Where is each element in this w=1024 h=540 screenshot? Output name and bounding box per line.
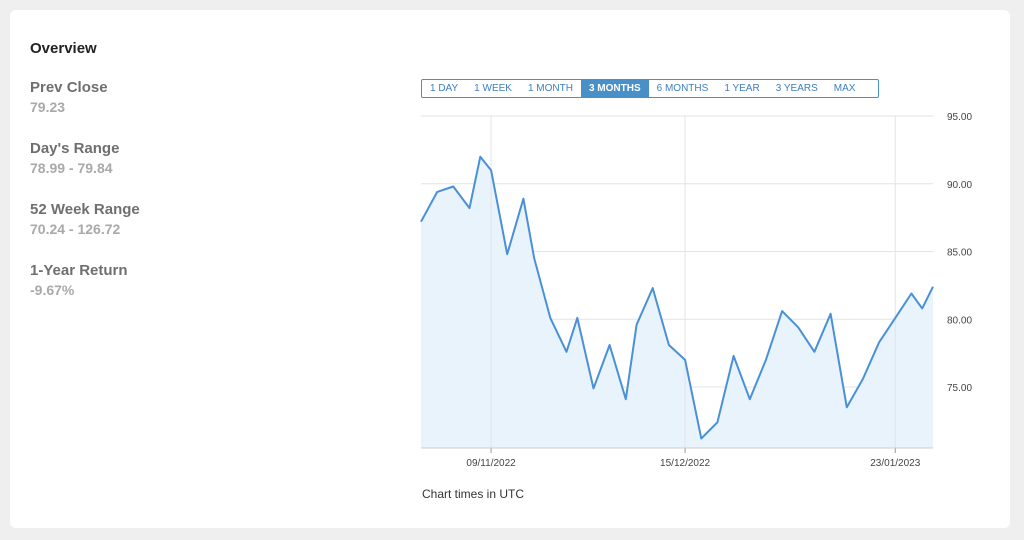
range-button-1-year[interactable]: 1 YEAR <box>724 83 760 94</box>
range-button-3-years[interactable]: 3 YEARS <box>775 83 818 94</box>
series-area <box>421 156 933 448</box>
time-range-selector: 1 DAY 1 WEEK 1 MONTH 3 MONTHS 6 MONTHS 1 YEAR… <box>421 79 879 98</box>
stat-52-week-range: 52 Week Range 70.24 - 126.72 <box>30 201 140 237</box>
stat-value: 78.99 - 79.84 <box>30 160 113 176</box>
range-button-6-months[interactable]: 6 MONTHS <box>656 83 709 94</box>
range-button-1-day[interactable]: 1 DAY <box>430 83 459 94</box>
stat-label: 1-Year Return <box>30 262 128 279</box>
series-line <box>420 155 934 440</box>
stat-value: 70.24 - 126.72 <box>30 221 121 237</box>
y-tick-label: 75.00 <box>947 383 972 394</box>
range-button-max[interactable]: MAX <box>833 83 856 94</box>
range-button-1-week[interactable]: 1 WEEK <box>474 83 512 94</box>
stat-prev-close: Prev Close 79.23 <box>30 79 108 115</box>
y-tick-label: 90.00 <box>947 180 972 191</box>
stat-1-year-return: 1-Year Return -9.67% <box>30 262 128 298</box>
stat-value: 79.23 <box>30 99 66 115</box>
stat-value: -9.67% <box>30 282 75 298</box>
stat-label: Day's Range <box>30 140 120 157</box>
range-button-1-month[interactable]: 1 MONTH <box>527 83 573 94</box>
chart-footnote: Chart times in UTC <box>422 487 525 501</box>
x-tick-label: 23/01/2023 <box>870 458 920 469</box>
range-button-3-months[interactable]: 3 MONTHS <box>580 80 649 97</box>
stat-label: 52 Week Range <box>30 201 140 218</box>
stat-days-range: Day's Range 78.99 - 79.84 <box>30 140 119 176</box>
stat-label: Prev Close <box>30 79 108 96</box>
overview-title: Overview <box>30 40 97 57</box>
x-tick-label: 09/11/2022 <box>466 458 516 469</box>
x-tick-label: 15/12/2022 <box>660 458 710 469</box>
y-tick-label: 95.00 <box>947 112 972 123</box>
y-tick-label: 80.00 <box>947 315 972 326</box>
y-tick-label: 85.00 <box>947 248 972 259</box>
